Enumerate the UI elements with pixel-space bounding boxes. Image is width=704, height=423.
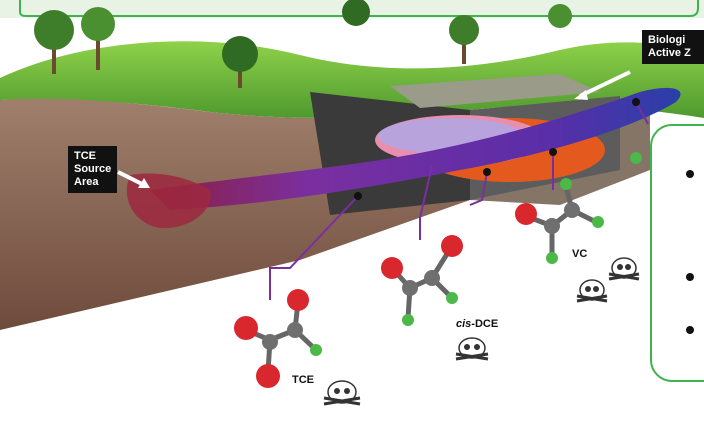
biologically-active-band: [390, 74, 600, 108]
biologically-active-zone-label: Biologi Active Z: [642, 30, 704, 64]
callout-bullet-3: [686, 326, 694, 334]
cis-dce-label: cis-DCE: [456, 318, 498, 330]
bio-zone-arrow-head: [574, 90, 588, 100]
callout-bullet-2: [686, 273, 694, 281]
skull-icon: [576, 279, 608, 303]
sample-point-3: [549, 148, 557, 156]
cis-dce-prefix: cis: [456, 318, 472, 330]
source-arrow-head: [138, 178, 150, 188]
bio-zone-arrow: [579, 70, 631, 98]
cis-dce-molecule: [381, 235, 463, 326]
sample-point-1: [354, 192, 362, 200]
skull-icon: [608, 257, 640, 281]
cis-dce-suffix: -DCE: [471, 318, 499, 330]
tce-molecule: [234, 289, 322, 388]
callout-bullet-1: [686, 170, 694, 178]
callout-box: [650, 124, 704, 382]
sample-point-2: [483, 168, 491, 176]
vc-label: VC: [572, 248, 588, 260]
trees: [34, 0, 572, 88]
tce-source-area-label: TCE Source Area: [68, 146, 118, 193]
sample-point-4: [632, 98, 640, 106]
vc-molecule: [515, 178, 604, 264]
skull-icon: [455, 337, 489, 361]
tce-label: TCE: [292, 374, 314, 386]
green-atom-fragment: [630, 152, 642, 164]
leader-lines: [269, 101, 649, 300]
skull-icon: [323, 380, 361, 406]
contaminant-plume: [150, 87, 681, 210]
ground-surface: [0, 41, 704, 118]
